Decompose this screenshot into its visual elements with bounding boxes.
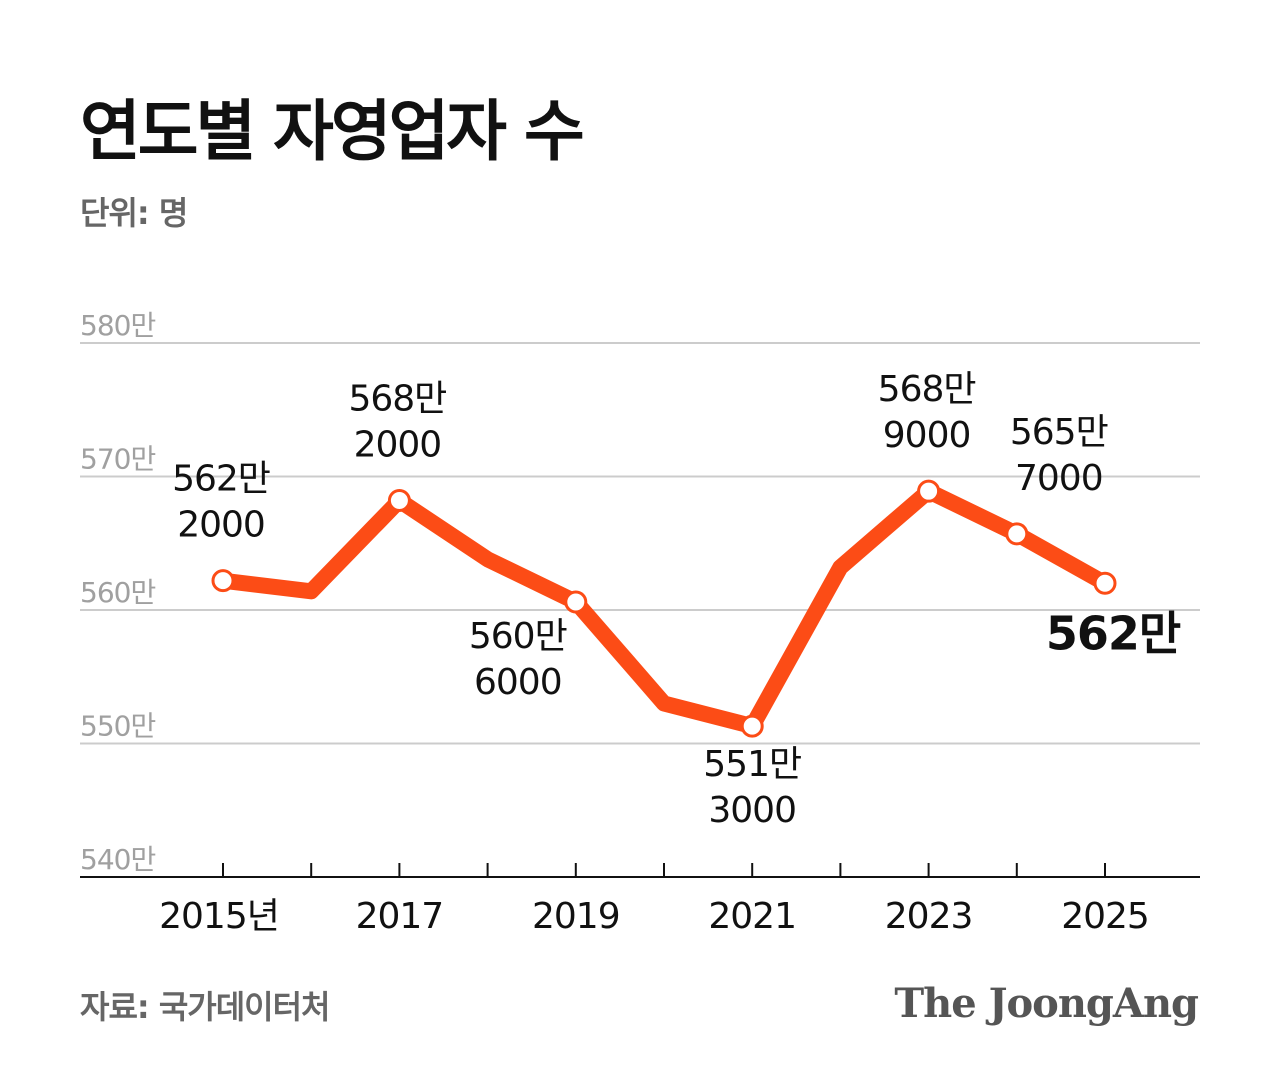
data-label: 560만 <box>469 616 567 657</box>
series-line <box>215 483 1113 735</box>
data-label: 568만 <box>878 369 976 410</box>
y-tick-label: 550만 <box>80 710 155 743</box>
data-label: 562만 <box>172 459 270 500</box>
unit-label: 단위: 명 <box>80 194 188 232</box>
x-tick-label: 2015년 <box>159 896 279 937</box>
data-label: 9000 <box>883 415 971 456</box>
x-tick-label: 2019 <box>532 896 620 937</box>
data-label: 3000 <box>708 790 796 831</box>
data-point-marker <box>740 714 764 738</box>
data-point-marker <box>564 590 588 614</box>
data-point-marker <box>917 479 941 503</box>
x-tick-label: 2023 <box>885 896 973 937</box>
logo: The JoongAng <box>894 980 1199 1027</box>
data-label: 7000 <box>1015 458 1103 499</box>
y-tick-label: 580만 <box>80 309 155 342</box>
data-label: 2000 <box>177 505 265 546</box>
data-point-marker <box>387 489 411 513</box>
x-tick-label: 2025 <box>1061 896 1149 937</box>
chart-title: 연도별 자영업자 수 <box>80 93 585 170</box>
data-label: 6000 <box>474 662 562 703</box>
x-tick-label: 2021 <box>708 896 796 937</box>
data-label: 562만 <box>1046 606 1181 660</box>
data-label: 551만 <box>703 744 801 785</box>
data-label: 2000 <box>354 425 442 466</box>
y-tick-label: 540만 <box>80 843 155 876</box>
data-label: 568만 <box>348 379 446 420</box>
data-point-marker <box>211 569 235 593</box>
data-point-marker <box>1005 522 1029 546</box>
x-tick-label: 2017 <box>356 896 444 937</box>
y-tick-label: 560만 <box>80 576 155 609</box>
source-label: 자료: 국가데이터처 <box>80 988 330 1026</box>
y-tick-label: 570만 <box>80 443 155 476</box>
data-label: 565만 <box>1010 412 1108 453</box>
data-point-marker <box>1093 571 1117 595</box>
